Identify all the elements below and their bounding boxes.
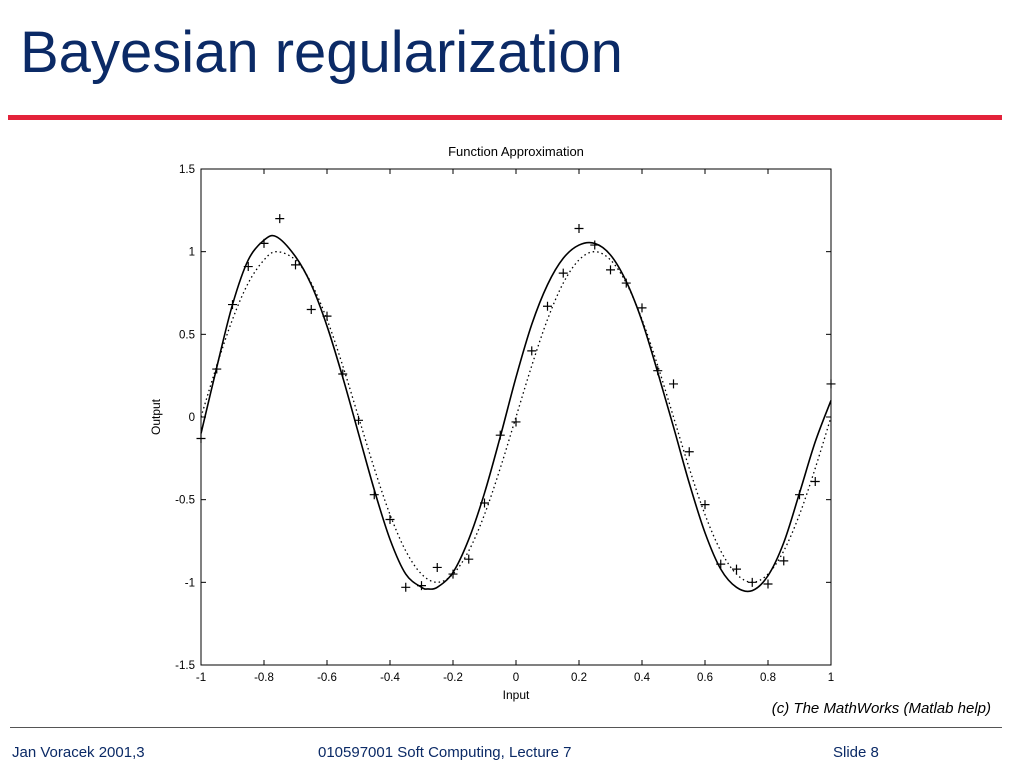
training-data-point (716, 559, 726, 569)
footer-slide-number: Slide 8 (833, 744, 879, 761)
function-approximation-chart: Function Approximation -1 -0.8 -0.6 -0.4 -0.… (149, 144, 836, 702)
training-data-point (322, 311, 332, 321)
training-data-point (590, 240, 600, 250)
footer-divider (10, 727, 1002, 728)
training-data-point (243, 262, 253, 272)
x-axis: -1 -0.8 -0.6 -0.4 -0.2 0 0.2 0.4 0.6 0.8 1 (196, 169, 834, 684)
training-data-point (543, 301, 552, 311)
plot-area-frame (200, 168, 832, 666)
training-data-point (385, 515, 395, 525)
training-data-point (684, 447, 694, 457)
x-tick-label: -0.6 (317, 672, 337, 684)
training-data-point (747, 577, 757, 587)
x-tick-label: -0.4 (380, 672, 400, 684)
training-data-point (495, 430, 505, 440)
training-data-point (826, 379, 836, 389)
y-tick-label: 1 (189, 247, 195, 259)
training-data-point (669, 379, 678, 389)
footer-course: 010597001 Soft Computing, Lecture 7 (318, 744, 572, 761)
training-data-point (763, 579, 773, 589)
title-underline (8, 115, 1002, 120)
training-data-point (779, 556, 789, 566)
chart-title: Function Approximation (448, 144, 584, 159)
training-data-point (558, 268, 568, 278)
x-tick-label: 0.2 (571, 672, 587, 684)
y-tick-label: -1.5 (175, 660, 195, 672)
x-tick-label: 0.4 (634, 672, 651, 684)
image-credit: (c) The MathWorks (Matlab help) (771, 700, 991, 717)
x-tick-label: -0.8 (254, 672, 274, 684)
training-data-point (196, 433, 206, 443)
x-axis-label: Input (503, 688, 530, 702)
series-layer (196, 214, 836, 593)
footer-author: Jan Voracek 2001,3 (12, 744, 145, 761)
training-data-point (574, 224, 584, 234)
training-data-point (795, 490, 804, 500)
training-data-point (259, 238, 269, 248)
training-data-point (637, 303, 647, 313)
training-data-point (511, 417, 521, 427)
training-data-point (354, 415, 363, 425)
training-data-point (732, 564, 741, 574)
training-data-point (810, 476, 820, 486)
training-data-point (369, 490, 379, 500)
training-data-point (464, 554, 474, 564)
x-tick-label: 0.6 (697, 672, 713, 684)
x-tick-label: 0.8 (760, 672, 776, 684)
network-output-line (200, 234, 832, 593)
target-function-line (200, 251, 832, 583)
training-data-point (606, 265, 615, 275)
training-data-point (401, 582, 411, 592)
training-data-point (417, 581, 426, 591)
y-axis-label: Output (149, 398, 163, 435)
x-tick-label: 1 (828, 672, 834, 684)
x-tick-label: 0 (513, 672, 519, 684)
y-tick-label: 0.5 (179, 329, 195, 341)
training-data-point (291, 260, 300, 270)
y-tick-label: 0 (189, 412, 195, 424)
training-data-point (275, 214, 285, 224)
training-data-point (228, 300, 237, 310)
training-data-point (448, 569, 458, 579)
x-tick-label: -0.2 (443, 672, 463, 684)
y-tick-label: -0.5 (175, 495, 195, 507)
training-data-point (527, 346, 537, 356)
training-data-point (338, 369, 348, 379)
training-data-point (306, 305, 316, 315)
x-tick-label: -1 (196, 672, 206, 684)
training-data-point (480, 498, 489, 508)
training-data-point (432, 562, 442, 572)
training-data-point (700, 500, 710, 510)
training-data-point (653, 366, 663, 376)
training-data-point (621, 278, 631, 288)
y-tick-label: 1.5 (179, 164, 195, 176)
training-data-point (212, 364, 222, 374)
y-tick-label: -1 (185, 577, 195, 589)
y-axis: -1.5 -1 -0.5 0 0.5 1 1.5 (175, 164, 831, 672)
slide-title: Bayesian regularization (20, 20, 623, 85)
